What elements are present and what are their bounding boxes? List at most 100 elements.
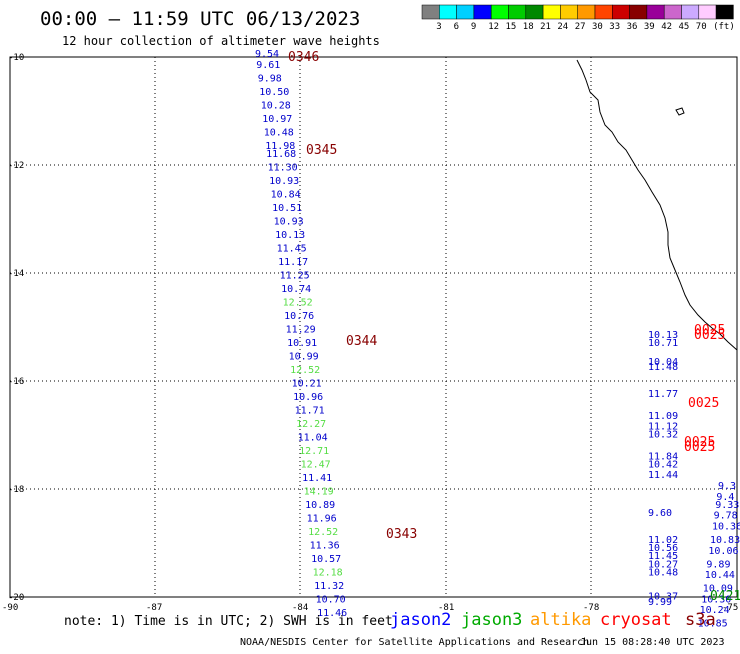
wave-height-value: 10.97 (262, 114, 292, 125)
satellite-legend: jason2 jason3 altika cryosat s3a (390, 610, 716, 630)
wave-height-value: 10.42 (648, 459, 678, 470)
legend-swatch (663, 4, 682, 20)
pass-time-label: 0344 (346, 334, 377, 349)
legend-swatch (490, 4, 509, 20)
legend-label: 18 (523, 22, 534, 32)
wave-height-value: 10.99 (289, 351, 319, 362)
lat-label: -20 (8, 593, 24, 603)
wave-height-value: 11.29 (286, 324, 316, 335)
footer-note: note: 1) Time is in UTC; 2) SWH is in fe… (64, 614, 393, 629)
wave-height-value: 11.04 (298, 432, 328, 443)
wave-height-value: 11.30 (268, 162, 298, 173)
wave-height-value: 11.41 (302, 473, 332, 484)
wave-height-value: 10.13 (648, 330, 678, 341)
legend-label: 21 (540, 22, 551, 32)
wave-height-value: 9.54 (255, 49, 279, 60)
wave-height-value: 11.09 (648, 411, 678, 422)
wave-height-value: 9.3 (718, 481, 736, 492)
legend-swatch (525, 4, 544, 20)
wave-height-value: 10.06 (708, 546, 738, 557)
lat-label: -18 (8, 485, 24, 495)
map-title: 00:00 – 11:59 UTC 06/13/2023 (40, 8, 360, 30)
wave-height-value: 10.37 (648, 592, 678, 603)
legend-label: (ft) (713, 22, 735, 32)
lon-label: -84 (292, 603, 308, 613)
generated-timestamp: Jun 15 08:28:40 UTC 2023 (580, 637, 725, 648)
pass-time-label: 0346 (288, 50, 319, 65)
wave-height-value: 10.28 (261, 100, 291, 111)
coastline-path (576, 59, 738, 351)
wave-height-value: 10.13 (275, 230, 305, 241)
credit-line: NOAA/NESDIS Center for Satellite Applica… (240, 637, 589, 648)
pass-time-label: 0025 (694, 328, 725, 343)
legend-label: 27 (575, 22, 586, 32)
legend-label: 3 (436, 22, 441, 32)
wave-height-value: 11.84 (648, 451, 678, 462)
lat-label: -12 (8, 161, 24, 171)
longitude-labels: -90 -87 -84 -81 -78 -75 (2, 603, 738, 613)
legend-label: 6 (454, 22, 459, 32)
wave-height-value: 11.44 (648, 470, 678, 481)
legend-swatch (456, 4, 475, 20)
wave-height-value: 10.96 (293, 392, 323, 403)
wave-height-value: 10.83 (710, 535, 740, 546)
wave-height-value: 9.4 (716, 492, 734, 503)
legend-swatch (681, 4, 700, 20)
wave-height-value: 12.52 (308, 527, 338, 538)
wave-height-value: 10.84 (271, 189, 301, 200)
lon-label: -87 (146, 603, 162, 613)
pass-time-label: 0025 (684, 435, 715, 450)
satellite-label-s3a: s3a (685, 610, 716, 630)
legend-swatch (577, 4, 596, 20)
legend-label: 70 (696, 22, 707, 32)
map-subtitle: 12 hour collection of altimeter wave hei… (62, 34, 380, 48)
legend-swatch (439, 4, 457, 20)
wave-height-value: 10.74 (281, 284, 311, 295)
wave-height-value: 10.36 (712, 522, 740, 533)
wave-height-value: 10.76 (284, 311, 314, 322)
wave-height-value: 14.19 (304, 486, 334, 497)
wave-height-value: 11.96 (307, 513, 337, 524)
pass-time-label: 0025 (684, 440, 715, 455)
wave-height-value: 10.48 (648, 567, 678, 578)
wave-height-value: 9.61 (256, 60, 280, 71)
wave-height-value: 10.21 (292, 378, 322, 389)
wave-height-value: 10.51 (272, 203, 302, 214)
wave-height-value: 10.89 (305, 500, 335, 511)
wave-height-value: 9.78 (714, 511, 738, 522)
legend-swatch (560, 4, 578, 20)
wave-height-value: 10.48 (264, 127, 294, 138)
legend-swatch (646, 4, 665, 20)
pass-time-label: 0345 (306, 143, 337, 158)
wave-height-value: 11.45 (277, 243, 307, 254)
wave-height-value: 11.77 (648, 389, 678, 400)
wave-height-value: 11.36 (310, 540, 340, 551)
wave-height-value: 9.33 (715, 500, 739, 511)
color-legend: 3 6 9 12 15 18 21 24 27 30 33 36 39 42 45 70 (ft) (421, 4, 735, 32)
legend-swatch (542, 4, 561, 20)
pass-time-label: 0025 (694, 323, 725, 338)
lat-label: -10 (8, 53, 24, 63)
wave-height-value: 11.25 (280, 270, 310, 281)
wave-height-value: 11.68 (266, 149, 296, 160)
wave-height-value: 10.57 (311, 554, 341, 565)
lat-label: -14 (8, 269, 24, 279)
legend-label: 33 (609, 22, 620, 32)
wave-height-value: 12.18 (313, 567, 343, 578)
wave-height-value: 11.12 (648, 422, 678, 433)
pass-time-labels: 0346 0345 0344 0343 0025 0025 0025 0025 … (288, 50, 740, 604)
pass-time-label: 0421 (710, 589, 740, 604)
wave-height-value: 10.32 (648, 430, 678, 441)
lat-label: -16 (8, 377, 24, 387)
legend-label: 39 (644, 22, 655, 32)
wave-height-value: 11.98 (265, 141, 295, 152)
legend-swatch (473, 4, 492, 20)
wave-height-value: 10.27 (648, 559, 678, 570)
wave-height-value: 10.70 (316, 594, 346, 605)
legend-label: 30 (592, 22, 603, 32)
legend-swatch (508, 4, 527, 20)
wave-height-value: 11.02 (648, 535, 678, 546)
legend-swatch (715, 4, 734, 20)
